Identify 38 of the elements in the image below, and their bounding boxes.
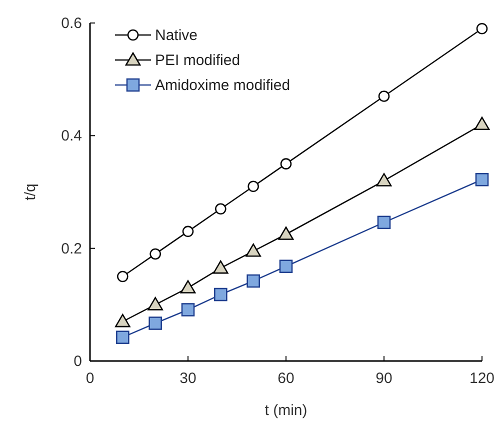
point: [246, 274, 260, 288]
point: [213, 260, 228, 274]
point: [476, 22, 488, 34]
point: [278, 226, 294, 240]
y-axis-title: t/q: [22, 184, 39, 200]
x-tick-label: 0: [86, 370, 94, 387]
point: [148, 297, 163, 310]
point: [117, 270, 128, 282]
legend-label: Native: [155, 27, 198, 44]
point: [150, 248, 161, 260]
point: [279, 260, 293, 274]
x-tick-label: 30: [180, 370, 196, 387]
point: [474, 116, 490, 130]
y-tick-label: 0.2: [61, 240, 82, 258]
point: [181, 303, 195, 316]
point: [376, 173, 392, 186]
point: [378, 90, 390, 102]
y-tick-label: 0: [74, 353, 82, 370]
x-tick-label: 90: [376, 370, 392, 387]
point: [116, 330, 130, 344]
point: [115, 314, 130, 328]
point: [215, 203, 226, 215]
point: [214, 288, 228, 302]
point: [246, 244, 261, 257]
x-axis-title: t (min): [264, 402, 308, 419]
y-tick-label: 0.6: [61, 15, 82, 32]
point: [475, 172, 489, 186]
legend-label: Amidoxime modified: [155, 77, 290, 94]
y-tick-label: 0.4: [61, 128, 82, 145]
point: [248, 180, 259, 192]
point: [280, 158, 292, 170]
x-tick-label: 120: [469, 370, 495, 387]
point: [148, 316, 162, 330]
point: [180, 280, 196, 294]
legend-label: PEI modified: [155, 52, 240, 69]
point: [182, 226, 194, 238]
point: [377, 216, 391, 230]
x-tick-label: 60: [278, 370, 294, 387]
